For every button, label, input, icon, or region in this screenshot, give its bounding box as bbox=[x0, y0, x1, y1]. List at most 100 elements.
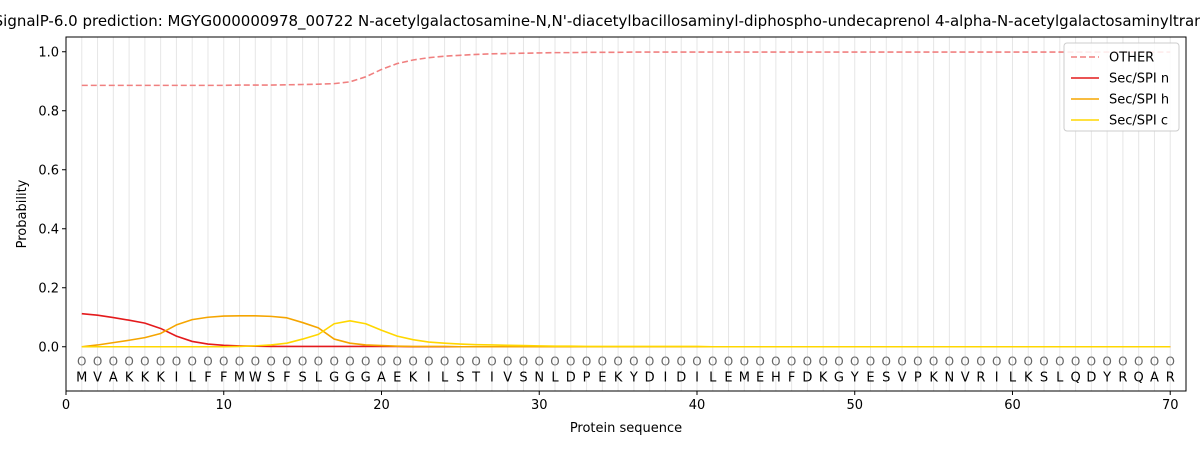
x-tick-label: 40 bbox=[689, 398, 706, 413]
residue-label: A bbox=[377, 370, 386, 385]
state-label: O bbox=[187, 355, 196, 369]
state-label: O bbox=[282, 355, 291, 369]
x-axis-ticks: 0 10 20 30 40 50 60 70 bbox=[62, 391, 1178, 413]
state-label: O bbox=[251, 355, 260, 369]
state-label: O bbox=[156, 355, 165, 369]
legend-label: OTHER bbox=[1109, 51, 1154, 66]
state-label: O bbox=[755, 355, 764, 369]
state-label: O bbox=[992, 355, 1001, 369]
residue-label: K bbox=[125, 370, 134, 385]
legend-label: Sec/SPI h bbox=[1109, 93, 1169, 108]
residue-label: D bbox=[1086, 370, 1096, 385]
residue-label: D bbox=[566, 370, 576, 385]
residue-label: P bbox=[583, 370, 591, 385]
state-label: O bbox=[329, 355, 338, 369]
residue-label: S bbox=[882, 370, 890, 385]
state-label: O bbox=[929, 355, 938, 369]
state-label: O bbox=[850, 355, 859, 369]
state-label: O bbox=[1087, 355, 1096, 369]
residue-label: F bbox=[283, 370, 290, 385]
state-label: O bbox=[613, 355, 622, 369]
x-tick-label: 50 bbox=[846, 398, 863, 413]
state-label: O bbox=[945, 355, 954, 369]
state-label: O bbox=[203, 355, 212, 369]
legend: OTHER Sec/SPI n Sec/SPI h Sec/SPI c bbox=[1063, 42, 1180, 132]
residue-label: V bbox=[961, 370, 970, 385]
state-label: O bbox=[93, 355, 102, 369]
residue-label: A bbox=[109, 370, 118, 385]
state-label: O bbox=[124, 355, 133, 369]
residue-label: Y bbox=[629, 370, 638, 385]
plot-frame bbox=[65, 36, 1187, 392]
residue-label: E bbox=[756, 370, 764, 385]
state-label: O bbox=[424, 355, 433, 369]
residue-label: L bbox=[551, 370, 559, 385]
series-line bbox=[81, 319, 1171, 348]
residue-label: I bbox=[695, 370, 699, 385]
residue-label: K bbox=[141, 370, 150, 385]
residue-label: S bbox=[298, 370, 306, 385]
residue-label: F bbox=[788, 370, 795, 385]
residue-label: E bbox=[724, 370, 732, 385]
state-label: O bbox=[1118, 355, 1127, 369]
state-label: O bbox=[77, 355, 86, 369]
x-tick-label: 0 bbox=[62, 398, 70, 413]
state-label: O bbox=[676, 355, 685, 369]
y-axis-label: Probability bbox=[15, 179, 30, 248]
state-label: O bbox=[1150, 355, 1159, 369]
state-label: O bbox=[393, 355, 402, 369]
y-axis-ticks: 0.0 0.2 0.4 0.6 0.8 1.0 bbox=[38, 45, 66, 355]
residue-label: L bbox=[709, 370, 717, 385]
residue-label: K bbox=[156, 370, 165, 385]
residue-label: K bbox=[819, 370, 828, 385]
state-label: O bbox=[803, 355, 812, 369]
state-label: O bbox=[487, 355, 496, 369]
residue-label: Y bbox=[850, 370, 859, 385]
y-tick-label: 0.6 bbox=[38, 163, 59, 178]
y-tick-label: 0.4 bbox=[38, 222, 59, 237]
state-label: O bbox=[661, 355, 670, 369]
state-label: O bbox=[740, 355, 749, 369]
state-label: O bbox=[361, 355, 370, 369]
state-label: O bbox=[1102, 355, 1111, 369]
residue-label: E bbox=[866, 370, 874, 385]
x-tick-label: 30 bbox=[531, 398, 548, 413]
state-label: O bbox=[692, 355, 701, 369]
legend-box bbox=[1063, 42, 1180, 132]
state-label: O bbox=[471, 355, 480, 369]
state-label: O bbox=[109, 355, 118, 369]
state-label: O bbox=[582, 355, 591, 369]
state-label: O bbox=[1024, 355, 1033, 369]
residue-label: I bbox=[175, 370, 179, 385]
residue-label: N bbox=[534, 370, 544, 385]
residue-label: K bbox=[929, 370, 938, 385]
residue-label: S bbox=[456, 370, 464, 385]
state-label: O bbox=[266, 355, 275, 369]
residue-label: P bbox=[914, 370, 922, 385]
state-label: O bbox=[1134, 355, 1143, 369]
series-lines bbox=[81, 51, 1171, 348]
state-label: O bbox=[503, 355, 512, 369]
residue-label: M bbox=[76, 370, 87, 385]
state-label: O bbox=[456, 355, 465, 369]
state-label: O bbox=[172, 355, 181, 369]
residue-label: N bbox=[945, 370, 955, 385]
x-axis-label: Protein sequence bbox=[570, 421, 682, 436]
state-label: O bbox=[724, 355, 733, 369]
state-label: O bbox=[440, 355, 449, 369]
state-label: O bbox=[1071, 355, 1080, 369]
residue-annotations: OMOVOAOKOKOKOIOLOFOFOMOWOSOFOSOLOGOGOGOA… bbox=[76, 355, 1175, 386]
state-label: O bbox=[882, 355, 891, 369]
residue-label: M bbox=[739, 370, 750, 385]
series-line bbox=[81, 51, 1171, 87]
residue-label: E bbox=[393, 370, 401, 385]
state-label: O bbox=[408, 355, 417, 369]
residue-label: F bbox=[204, 370, 211, 385]
x-tick-label: 60 bbox=[1004, 398, 1021, 413]
residue-label: T bbox=[471, 370, 480, 385]
state-label: O bbox=[298, 355, 307, 369]
legend-label: Sec/SPI n bbox=[1109, 72, 1169, 87]
residue-label: D bbox=[802, 370, 812, 385]
state-label: O bbox=[219, 355, 228, 369]
